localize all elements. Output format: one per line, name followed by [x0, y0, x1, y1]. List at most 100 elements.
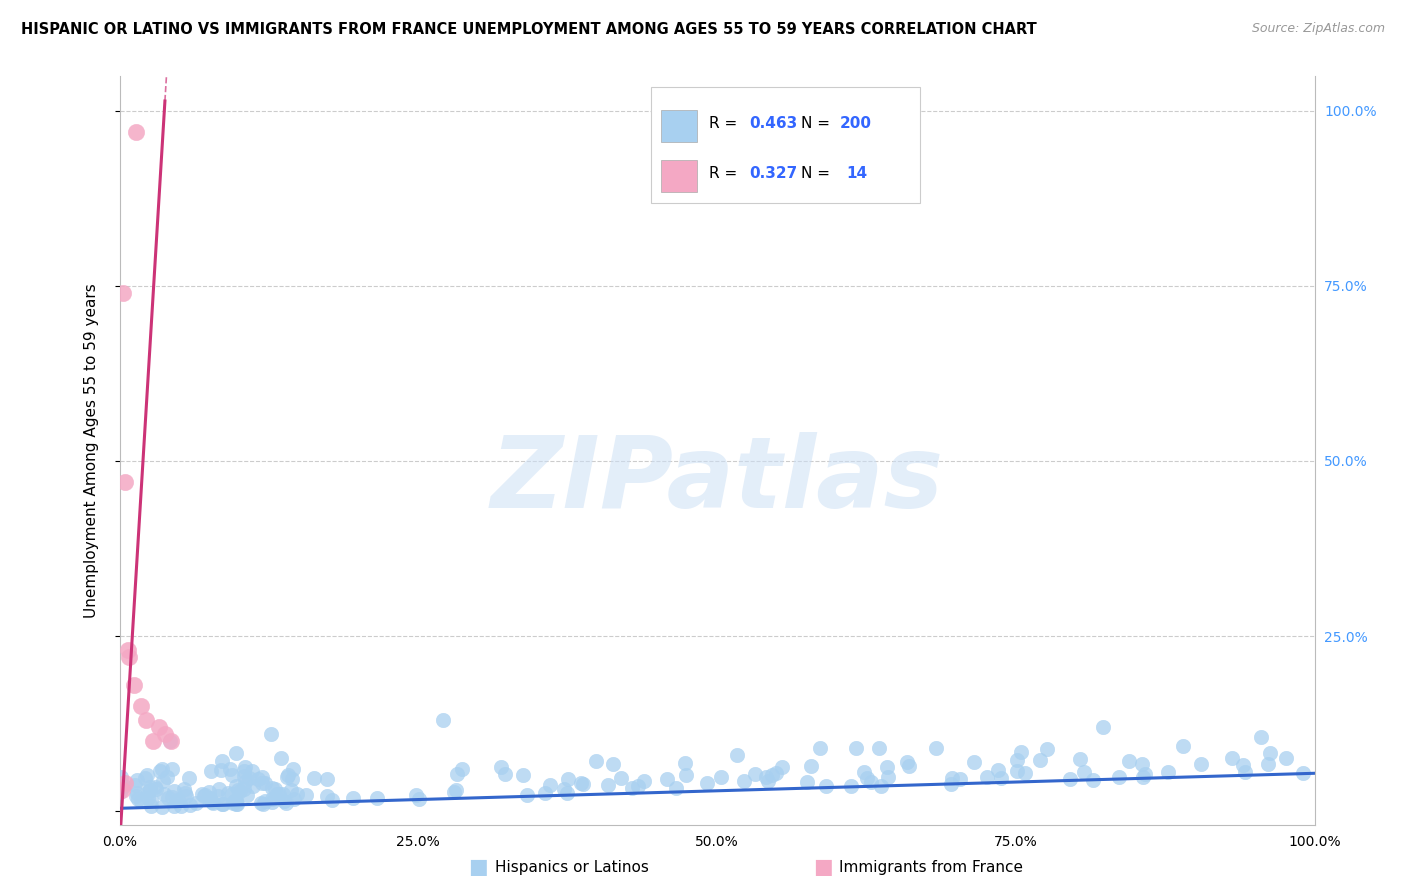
Point [569, 775, 592, 789]
Point [342, 790, 364, 805]
Point [315, 789, 337, 803]
Point [191, 788, 214, 802]
Point [1257, 757, 1279, 772]
Point [1118, 754, 1140, 768]
Point [446, 783, 468, 797]
Point [1292, 766, 1315, 780]
Point [621, 780, 644, 795]
Point [163, 798, 186, 813]
Point [197, 791, 219, 805]
Point [1005, 753, 1028, 767]
Point [262, 780, 284, 795]
Text: 0.463: 0.463 [749, 116, 797, 130]
Point [156, 770, 179, 784]
Point [1135, 767, 1157, 781]
Point [252, 797, 274, 811]
Point [538, 778, 561, 792]
Point [142, 734, 165, 748]
Point [148, 720, 170, 734]
Point [159, 734, 181, 748]
Point [512, 768, 534, 782]
Point [1191, 757, 1213, 772]
FancyBboxPatch shape [661, 111, 697, 142]
Point [366, 790, 388, 805]
Point [153, 727, 176, 741]
Point [949, 772, 972, 786]
Point [112, 780, 135, 794]
Point [157, 790, 180, 805]
Point [200, 764, 222, 778]
Point [209, 763, 232, 777]
Point [135, 713, 157, 727]
Point [274, 796, 297, 810]
Point [280, 783, 302, 797]
Point [283, 792, 305, 806]
Point [990, 772, 1012, 786]
Point [114, 776, 136, 790]
Point [264, 781, 287, 796]
Point [405, 788, 427, 802]
Point [138, 785, 160, 799]
Point [114, 475, 136, 489]
Point [941, 771, 963, 785]
Point [232, 782, 254, 797]
Point [443, 784, 465, 798]
Point [877, 771, 900, 785]
Point [962, 755, 984, 769]
Text: N =: N = [801, 166, 835, 181]
Point [193, 789, 215, 803]
Point [260, 791, 283, 805]
Point [1250, 730, 1272, 744]
Point [269, 787, 291, 801]
Point [129, 699, 152, 714]
Point [253, 794, 276, 808]
Point [177, 771, 200, 785]
Point [160, 734, 183, 748]
Point [163, 783, 186, 797]
Point [260, 727, 283, 741]
Text: N =: N = [801, 116, 835, 130]
Point [633, 774, 655, 789]
Point [285, 787, 308, 801]
Point [860, 775, 883, 789]
Point [221, 787, 243, 801]
Point [897, 759, 920, 773]
Point [138, 791, 160, 805]
Point [1220, 751, 1243, 765]
Text: ■: ■ [813, 857, 832, 877]
Text: 14: 14 [846, 166, 868, 181]
Point [665, 780, 688, 795]
Point [211, 755, 233, 769]
Point [153, 787, 176, 801]
Point [610, 771, 633, 785]
Point [118, 650, 141, 665]
Point [229, 784, 252, 798]
Point [250, 776, 273, 790]
Point [800, 759, 823, 773]
Point [141, 793, 163, 807]
Point [432, 713, 454, 727]
Point [839, 779, 862, 793]
Point [557, 772, 579, 787]
Point [212, 797, 235, 811]
Point [150, 762, 173, 776]
Point [1132, 770, 1154, 784]
Point [489, 760, 512, 774]
Point [202, 796, 225, 810]
Point [657, 772, 679, 787]
Point [295, 788, 318, 802]
Point [124, 779, 146, 793]
Point [1258, 746, 1281, 760]
Point [270, 751, 292, 765]
Point [235, 759, 257, 773]
Point [321, 793, 343, 807]
Point [236, 788, 259, 802]
Point [1233, 764, 1256, 779]
Text: Immigrants from France: Immigrants from France [839, 860, 1024, 874]
Point [207, 789, 229, 803]
Point [162, 762, 184, 776]
Point [1069, 752, 1091, 766]
Point [136, 768, 159, 782]
Point [127, 792, 149, 806]
Point [1036, 742, 1059, 756]
